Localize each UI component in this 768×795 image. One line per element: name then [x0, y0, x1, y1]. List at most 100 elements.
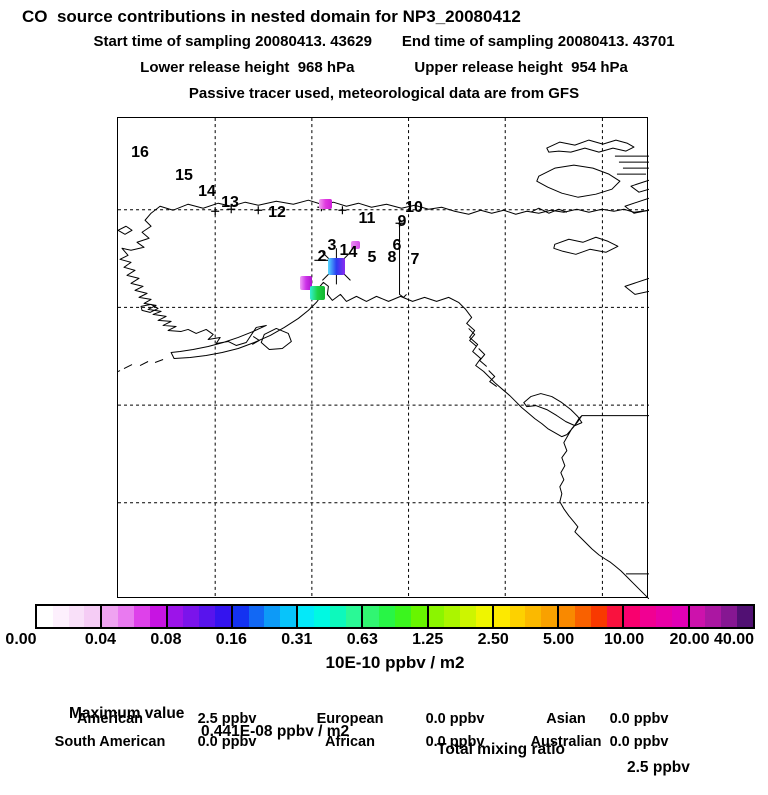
colorbar-cell	[133, 606, 150, 627]
tracer-note-text: Passive tracer used, meteorological data…	[188, 85, 580, 102]
trajectory-point-label: 13	[221, 194, 239, 211]
coastline	[118, 139, 649, 599]
region-label: American	[76, 711, 144, 727]
trajectory-line	[399, 223, 407, 299]
release-heights-row: Lower release height 968 hPa Upper relea…	[0, 59, 768, 76]
colorbar-segment	[37, 606, 101, 627]
border-lines	[581, 415, 649, 575]
colorbar-segment	[230, 606, 297, 627]
colorbar-cell	[525, 606, 542, 627]
colorbar-cell	[606, 606, 623, 627]
trajectory-point-label: 16	[131, 144, 149, 161]
colorbar-tick-label: 0.16	[215, 631, 247, 648]
trajectory-point-label: 4	[348, 244, 358, 261]
region-value: 0.0 ppbv	[425, 734, 485, 750]
colorbar-tick-label: 0.04	[84, 631, 117, 648]
colorbar-cell	[640, 606, 657, 627]
total-ratio-label: Total mixing ratio	[437, 741, 566, 758]
colorbar-cell	[509, 606, 526, 627]
colorbar-segment	[426, 606, 492, 627]
tracer-note-row: Passive tracer used, meteorological data…	[0, 85, 768, 102]
trajectory-point-label: 6	[392, 237, 402, 254]
trajectory-point-label: 10	[405, 199, 423, 216]
colorbar-tick-labels: 0.00 0.04 0.08 0.16 0.31 0.63 1.25 2.50 5.00 10.0…	[5, 631, 755, 650]
end-time-text: End time of sampling 20080413. 43701	[401, 33, 675, 50]
trajectory-point-label: 7	[410, 251, 420, 268]
colorbar-cell	[363, 606, 380, 627]
colorbar-tick-label: 2.50	[477, 631, 509, 648]
chart-title: CO source contributions in nested domain…	[22, 7, 521, 26]
colorbar-segment	[557, 606, 623, 627]
colorbar-cell	[689, 606, 706, 627]
colorbar-segment	[296, 606, 362, 627]
max-value-text: 0.441E-08 ppbv / m2	[201, 723, 350, 740]
colorbar-cell	[379, 606, 395, 627]
colorbar-tick-label: 20.00	[669, 631, 710, 648]
region-label: South American	[54, 734, 166, 750]
colorbar-cell	[394, 606, 411, 627]
colorbar-cell	[214, 606, 231, 627]
concentration-patch	[351, 241, 360, 249]
colorbar-cell	[493, 606, 510, 627]
colorbar-cell	[68, 606, 85, 627]
colorbar-tick-label: 0.31	[281, 631, 313, 648]
colorbar-cell	[721, 606, 738, 627]
colorbar-cell	[183, 606, 200, 627]
colorbar-cell	[671, 606, 688, 627]
trajectory-point-label: 11	[358, 210, 376, 227]
colorbar-cell	[167, 606, 184, 627]
colorbar-segment	[491, 606, 558, 627]
summary-stats-row: Maximum value 0.441E-08 ppbv / m2 Total …	[0, 687, 768, 776]
sampling-times-row: Start time of sampling 20080413. 43629 E…	[0, 33, 768, 50]
colorbar-cell	[737, 606, 753, 627]
colorbar	[35, 604, 755, 629]
colorbar-cell	[280, 606, 297, 627]
colorbar-cell	[313, 606, 330, 627]
region-value: 0.0 ppbv	[197, 734, 257, 750]
colorbar-cell	[118, 606, 134, 627]
total-ratio-value: 2.5 ppbv	[627, 759, 690, 776]
colorbar-segment	[687, 606, 753, 627]
concentration-patch	[328, 258, 345, 275]
colorbar-cell	[149, 606, 166, 627]
region-value: 0.0 ppbv	[609, 734, 669, 750]
colorbar-segment	[361, 606, 427, 627]
region-label: Asian	[546, 711, 586, 727]
trajectory-point-label: 1	[339, 242, 349, 259]
colorbar-cell	[232, 606, 249, 627]
region-stats-row-1: American 2.5 ppbv European 0.0 ppbv Asian 0.0…	[0, 711, 768, 729]
colorbar-cell	[264, 606, 281, 627]
region-label: European	[316, 711, 384, 727]
colorbar-cell	[541, 606, 558, 627]
upper-release-text: Upper release height 954 hPa	[414, 59, 628, 76]
colorbar-cell	[199, 606, 215, 627]
colorbar-segment	[165, 606, 231, 627]
colorbar-cell	[37, 606, 53, 627]
colorbar-segment	[622, 606, 688, 627]
trajectory-point-label: 12	[268, 204, 286, 221]
colorbar-cell	[329, 606, 346, 627]
colorbar-cell	[559, 606, 575, 627]
colorbar-cell	[248, 606, 265, 627]
concentration-patch	[300, 276, 312, 290]
colorbar-tick-label: 0.00	[5, 631, 37, 648]
colorbar-cell	[410, 606, 427, 627]
colorbar-unit-label: 10E-10 ppbv / m2	[325, 653, 465, 672]
region-label: Australian	[530, 734, 602, 750]
concentration-patch	[319, 199, 332, 209]
colorbar-cell	[476, 606, 492, 627]
colorbar-cell	[574, 606, 591, 627]
trajectory-point-label: 8	[387, 249, 397, 266]
region-label: African	[325, 734, 375, 750]
colorbar-cell	[52, 606, 69, 627]
colorbar-cell	[444, 606, 461, 627]
colorbar-cell	[590, 606, 607, 627]
lower-release-text: Lower release height 968 hPa	[140, 59, 355, 76]
colorbar-tick-label: 0.63	[346, 631, 378, 648]
colorbar-cell	[428, 606, 445, 627]
trajectory-point-label: 2	[317, 248, 327, 265]
region-stats-row-2: South American 0.0 ppbv African 0.0 ppbv Aus…	[0, 734, 768, 752]
colorbar-tick-label: 10.00	[604, 631, 645, 648]
region-value: 0.0 ppbv	[425, 711, 485, 727]
start-time-text: Start time of sampling 20080413. 43629	[93, 33, 372, 50]
